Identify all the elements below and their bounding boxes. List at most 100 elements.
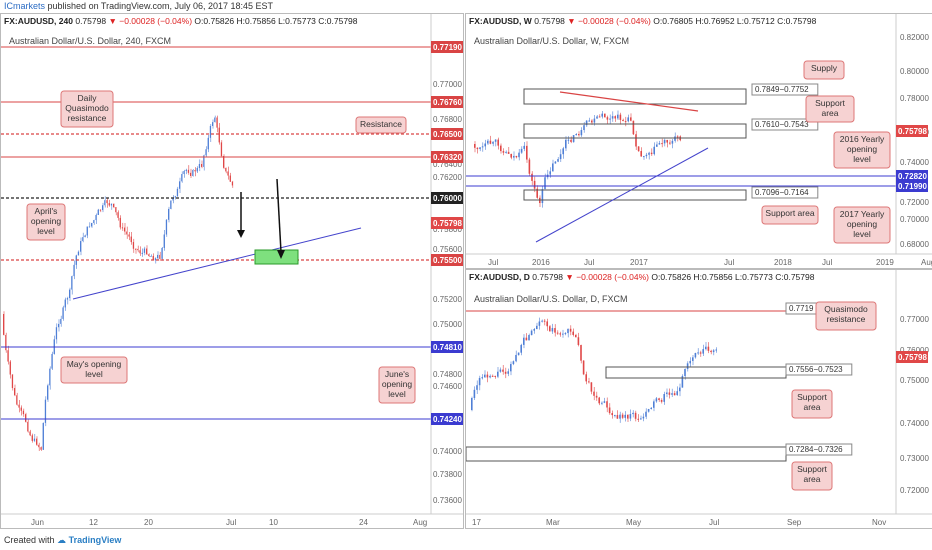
- h4-price-tag-bg: [431, 413, 463, 425]
- h4-annotation-text: level: [85, 369, 103, 379]
- h4-candles-body: [49, 368, 51, 386]
- h4-price-tag: 0.76320: [433, 153, 462, 162]
- w-price-tick: 0.70000: [900, 215, 929, 224]
- d-annotations: QuasimodoresistanceSupportareaSupportare…: [791, 301, 877, 491]
- h4-candles-body: [231, 181, 233, 186]
- h4-support-trendline: [72, 227, 362, 300]
- h4-candles-body: [220, 142, 222, 157]
- w-annotation-text: area: [821, 108, 838, 118]
- w-candles-body: [474, 144, 476, 148]
- d-candles-body: [582, 360, 585, 375]
- w-candles-body: [658, 143, 661, 145]
- h4-candles-body: [44, 399, 46, 423]
- d-candles-body: [580, 344, 582, 361]
- d-candles-body: [598, 397, 600, 404]
- h4-price-tag: 0.77190: [433, 43, 462, 52]
- w-annotation-text: 2016 Yearly: [840, 134, 885, 144]
- h4-candles-body: [174, 196, 176, 198]
- d-candles-body: [530, 330, 533, 336]
- h4-time-ticks: Jun 12 20 Jul 10 24 Aug: [31, 518, 427, 527]
- h4-candles-body: [29, 431, 31, 436]
- w-candles-body: [484, 143, 486, 147]
- d-price-tick: 0.76000: [900, 346, 929, 355]
- d-candles-body: [658, 398, 660, 401]
- w-box-label: 0.7096−0.7164: [755, 188, 809, 197]
- h4-price-ticks: 0.77000 0.76800 0.76400 0.76200 0.75800 0.756…: [433, 80, 462, 505]
- h4-price-tag-bg: [431, 151, 463, 163]
- d-support-box-1: [605, 366, 787, 379]
- d-candles-body: [694, 352, 697, 358]
- w-annotation-box: [805, 95, 855, 123]
- w-time-tick: Jul: [488, 258, 498, 267]
- w-box-label-bg: [751, 186, 819, 199]
- h4-candles-body: [82, 237, 84, 242]
- d-candles-body: [471, 397, 473, 410]
- h4-change: −0.00028 (−0.04%): [119, 16, 193, 26]
- h4-candles-body: [203, 155, 205, 167]
- h4-chart-panel[interactable]: FX:AUDUSD, 240 0.75798 ▼ −0.00028 (−0.04…: [0, 13, 464, 529]
- w-chart-canvas[interactable]: 0.820000.800000.780000.760000.740000.720…: [466, 14, 932, 268]
- w-candles-body: [575, 134, 577, 136]
- w-candles-body: [676, 136, 679, 138]
- h4-candles-body: [93, 220, 95, 224]
- w-candles-body: [661, 143, 663, 145]
- w-candles-body: [640, 151, 642, 157]
- w-candles-body: [648, 152, 650, 155]
- w-candles-body: [619, 114, 622, 120]
- h4-open: 0.75826: [203, 16, 235, 26]
- h4-annotation-box: [60, 90, 114, 128]
- d-candles-body: [671, 393, 673, 395]
- d-candles-body: [601, 402, 603, 404]
- h4-price-tag: 0.75798: [433, 219, 462, 228]
- d-candles-body: [702, 349, 704, 354]
- d-candles-body: [559, 333, 561, 335]
- w-candles-body: [617, 114, 619, 119]
- d-candles-body: [673, 393, 676, 396]
- d-candles-body: [621, 414, 624, 418]
- w-time-tick: Aug: [921, 258, 932, 267]
- h4-price-tick: 0.75600: [433, 245, 462, 254]
- w-candles-body: [627, 117, 629, 122]
- daily-chart-panel[interactable]: FX:AUDUSD, D 0.75798 ▼ −0.00028 (−0.04%)…: [465, 269, 932, 529]
- w-annotation-box: [833, 131, 891, 169]
- h4-candles-body: [33, 438, 35, 441]
- weekly-chart-panel[interactable]: FX:AUDUSD, W 0.75798 ▼ −0.00028 (−0.04%)…: [465, 13, 932, 269]
- h4-candles-body: [196, 168, 198, 172]
- down-arrow-icon: ▼: [567, 16, 576, 26]
- d-chart-canvas[interactable]: 0.77000 0.76000 0.75000 0.74000 0.73000 0.720…: [466, 270, 932, 528]
- d-candles-body: [543, 320, 546, 322]
- h4-annotation-text: level: [37, 226, 55, 236]
- w-candles-body: [565, 139, 567, 149]
- h4-time-tick: 20: [144, 518, 153, 527]
- w-annotation-text: Support: [815, 98, 845, 108]
- h4-close: 0.75798: [326, 16, 358, 26]
- d-candles-body: [611, 413, 613, 416]
- h4-candles-body: [225, 167, 227, 172]
- h4-candles-body: [104, 200, 106, 206]
- d-candles-body: [536, 325, 538, 330]
- h4-green-buy-zone: [254, 249, 299, 265]
- h4-candles-body: [5, 334, 7, 351]
- w-annotation-box: [761, 205, 819, 225]
- d-chart-title: Australian Dollar/U.S. Dollar, D, FXCM: [474, 294, 628, 304]
- w-candles: [474, 110, 681, 208]
- h4-time-tick: 24: [359, 518, 368, 527]
- d-candles-body: [681, 376, 684, 388]
- d-candles-body: [684, 368, 686, 377]
- d-candles-body: [551, 328, 554, 332]
- w-candles-body: [609, 118, 611, 120]
- d-price-tag: 0.75798: [898, 353, 927, 362]
- footer-bar: Created with ☁ TradingView: [0, 530, 932, 550]
- d-annotation-text: area: [803, 402, 820, 412]
- tradingview-name[interactable]: TradingView: [68, 535, 122, 545]
- h4-price-tag-bg: [431, 217, 463, 229]
- w-candles-body: [497, 139, 499, 146]
- h4-annotation-text: opening: [382, 379, 413, 389]
- w-candles-body: [643, 156, 645, 158]
- h4-annotation-text: level: [388, 389, 406, 399]
- w-candles-body: [606, 117, 609, 120]
- h4-price-tick: 0.74800: [433, 370, 462, 379]
- brand-name[interactable]: ICmarkets: [4, 1, 46, 11]
- h4-chart-canvas[interactable]: 0.77000 0.76800 0.76400 0.76200 0.75800 0.756…: [1, 14, 463, 528]
